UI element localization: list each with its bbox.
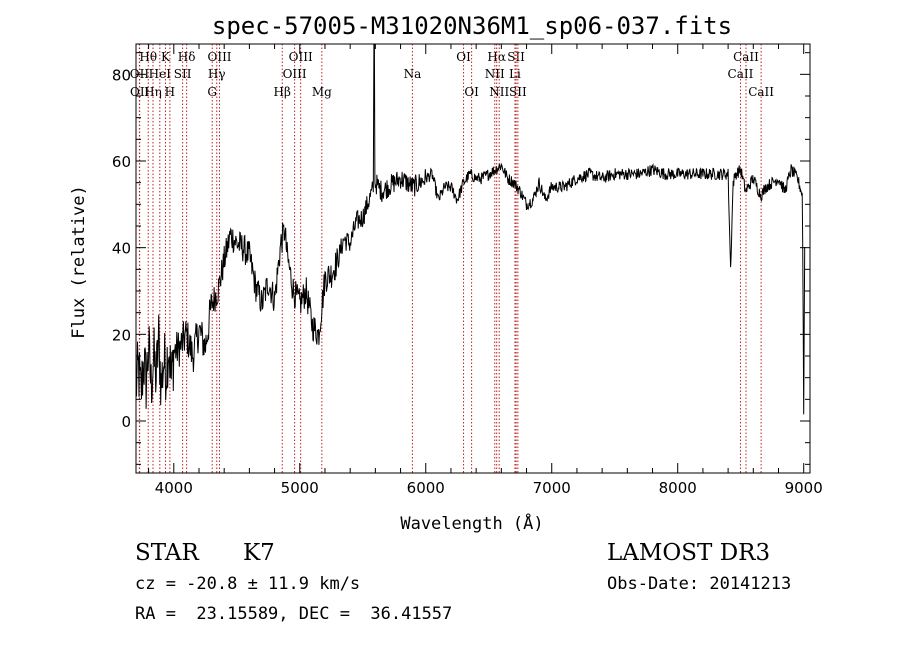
y-tick-label: 0 <box>121 413 131 431</box>
marker-label-7: SII <box>174 67 192 81</box>
marker-label-22: SII <box>507 50 525 64</box>
marker-label-19: Hα <box>487 50 506 64</box>
marker-label-14: OIII <box>283 67 307 81</box>
marker-label-24: SII <box>509 85 527 99</box>
x-tick-label: 6000 <box>407 479 445 497</box>
y-tick-label: 60 <box>112 153 131 171</box>
marker-label-21: NII <box>489 85 509 99</box>
marker-label-5: K <box>161 50 171 64</box>
marker-label-23: Li <box>509 67 521 81</box>
marker-label-20: NII <box>485 67 505 81</box>
x-tick-label: 4000 <box>155 479 193 497</box>
marker-label-11: G <box>207 85 217 99</box>
marker-label-27: CaII <box>748 85 774 99</box>
y-axis: 0 20 40 60 80 <box>112 52 810 465</box>
flux-series-line <box>135 43 806 415</box>
x-tick-label: 8000 <box>659 479 697 497</box>
obs-date-label: Obs-Date: 20141213 <box>607 574 792 594</box>
line-markers: HθOIIOIIHηHeIKHSIIHδOIIIHγGHβOIIIOIIIMgN… <box>130 44 774 473</box>
coordinates-label: RA = 23.15589, DEC = 36.41557 <box>135 604 453 624</box>
redshift-label: cz = -20.8 ± 11.9 km/s <box>135 574 361 594</box>
x-axis: 4000 5000 6000 7000 8000 9000 <box>148 44 823 497</box>
x-tick-label: 7000 <box>533 479 571 497</box>
subclass-label: K7 <box>243 540 275 566</box>
marker-label-4: HeI <box>149 67 172 81</box>
x-tick-label: 5000 <box>281 479 319 497</box>
survey-label: LAMOST DR3 <box>607 540 771 566</box>
marker-label-9: OIII <box>207 50 231 64</box>
y-tick-label: 20 <box>112 326 131 344</box>
marker-label-3: Hη <box>144 85 162 99</box>
x-axis-label: Wavelength (Å) <box>400 512 543 534</box>
marker-label-17: OI <box>456 50 471 64</box>
y-tick-label: 40 <box>112 240 131 258</box>
marker-label-8: Hδ <box>178 50 196 64</box>
marker-label-18: OI <box>464 85 479 99</box>
marker-label-2: OII <box>130 85 150 99</box>
marker-label-0: Hθ <box>139 50 157 64</box>
y-tick-label: 80 <box>112 66 131 84</box>
marker-label-25: CaII <box>733 50 759 64</box>
plot-frame <box>135 43 811 474</box>
chart-title: spec-57005-M31020N36M1_sp06-037.fits <box>212 12 732 40</box>
marker-label-13: OIII <box>289 50 313 64</box>
class-label: STAR <box>135 540 199 566</box>
marker-label-6: H <box>165 85 175 99</box>
marker-label-26: CaII <box>728 67 754 81</box>
marker-label-16: Na <box>404 67 422 81</box>
marker-label-10: Hγ <box>208 67 226 81</box>
series-group <box>135 43 806 415</box>
x-tick-label: 9000 <box>785 479 823 497</box>
marker-label-12: Hβ <box>274 85 291 99</box>
marker-label-15: Mg <box>312 85 332 99</box>
y-axis-label: Flux (relative) <box>69 185 89 339</box>
